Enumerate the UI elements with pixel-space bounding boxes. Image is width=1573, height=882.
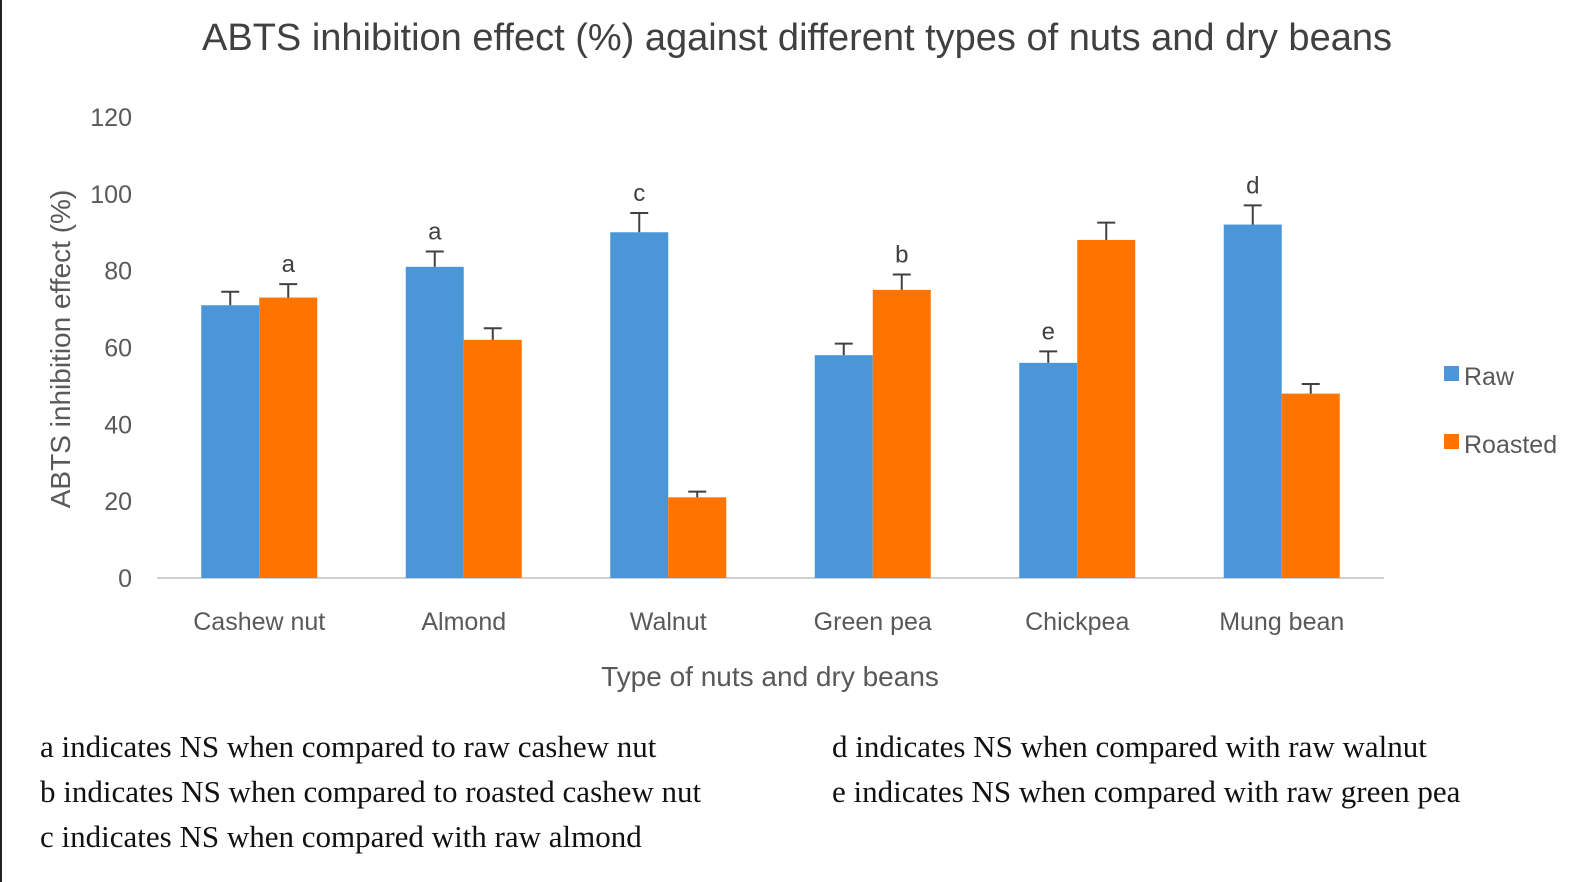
- error-bar-raw-chickpea: [1039, 350, 1058, 363]
- bar-raw-walnut: [610, 232, 669, 578]
- footnote-a: a indicates NS when compared to raw cash…: [40, 729, 657, 764]
- x-tick-label-chickpea: Chickpea: [1025, 608, 1129, 636]
- y-tick-label: 120: [90, 104, 132, 132]
- x-tick-label-mung-bean: Mung bean: [1219, 608, 1344, 636]
- bar-raw-green-pea: [814, 355, 873, 578]
- significance-label-roasted-green-pea: b: [895, 242, 908, 269]
- x-tick-label-walnut: Walnut: [630, 608, 707, 636]
- error-bar-group: [221, 204, 1320, 498]
- error-bar-roasted-walnut: [688, 490, 707, 498]
- error-bar-raw-walnut: [630, 212, 649, 233]
- bar-roasted-green-pea: [872, 289, 931, 578]
- significance-label-raw-almond: a: [428, 218, 442, 245]
- y-axis-ticks: 0 20 40 60 80 100 120: [90, 104, 132, 593]
- bar-raw-cashew-nut: [201, 305, 260, 578]
- error-bar-raw-mung-bean: [1243, 204, 1262, 225]
- error-bar-roasted-mung-bean: [1301, 382, 1320, 394]
- bar-raw-chickpea: [1019, 362, 1078, 578]
- significance-label-raw-walnut: c: [633, 180, 645, 207]
- bar-roasted-almond: [463, 339, 522, 578]
- footnote-c: c indicates NS when compared with raw al…: [40, 819, 642, 854]
- footnotes: a indicates NS when compared to raw cash…: [40, 724, 1560, 874]
- bar-raw-mung-bean: [1223, 224, 1282, 579]
- error-bar-roasted-chickpea: [1097, 221, 1116, 240]
- error-bar-roasted-green-pea: [892, 273, 911, 290]
- bar-roasted-walnut: [668, 497, 727, 578]
- x-tick-label-green-pea: Green pea: [814, 608, 932, 636]
- error-bar-roasted-cashew-nut: [279, 283, 298, 298]
- footnote-d: d indicates NS when compared with raw wa…: [832, 729, 1427, 764]
- legend-swatch-raw: [1444, 366, 1459, 381]
- chart-title: ABTS inhibition effect (%) against diffe…: [202, 17, 1392, 59]
- legend-swatch-roasted: [1444, 434, 1459, 449]
- footnotes-left-column: a indicates NS when compared to raw cash…: [40, 724, 820, 859]
- bar-roasted-mung-bean: [1281, 393, 1340, 578]
- significance-label-roasted-cashew-nut: a: [282, 251, 296, 278]
- error-bar-raw-almond: [425, 250, 444, 267]
- x-axis-title: Type of nuts and dry beans: [601, 661, 939, 692]
- significance-label-raw-mung-bean: d: [1246, 172, 1259, 199]
- bar-series-group: [201, 224, 1340, 579]
- y-tick-label: 80: [104, 258, 132, 286]
- error-bar-raw-cashew-nut: [221, 290, 240, 306]
- footnote-b: b indicates NS when compared to roasted …: [40, 774, 702, 809]
- x-tick-label-almond: Almond: [421, 608, 506, 636]
- chart-canvas: ABTS inhibition effect (%) against diffe…: [45, 17, 1557, 692]
- y-tick-label: 20: [104, 488, 132, 516]
- legend-label-raw: Raw: [1464, 363, 1515, 391]
- x-axis-ticks: Cashew nut Almond Walnut Green pea Chickpea M…: [193, 608, 1344, 636]
- legend: Raw Roasted: [1444, 363, 1557, 459]
- error-bar-roasted-almond: [483, 327, 502, 340]
- y-tick-label: 100: [90, 181, 132, 209]
- error-bar-raw-green-pea: [834, 342, 853, 356]
- y-axis-title: ABTS inhibition effect (%): [45, 190, 76, 509]
- y-tick-label: 40: [104, 411, 132, 439]
- bar-roasted-chickpea: [1077, 239, 1136, 578]
- footnote-e: e indicates NS when compared with raw gr…: [832, 774, 1461, 809]
- footnotes-right-column: d indicates NS when compared with raw wa…: [832, 724, 1552, 814]
- bar-roasted-cashew-nut: [259, 297, 318, 578]
- significance-label-group: a a c b e d: [282, 172, 1260, 345]
- x-tick-label-cashew-nut: Cashew nut: [193, 608, 325, 636]
- legend-label-roasted: Roasted: [1464, 431, 1557, 459]
- significance-label-raw-chickpea: e: [1042, 318, 1055, 345]
- y-tick-label: 0: [118, 565, 132, 593]
- y-tick-label: 60: [104, 335, 132, 363]
- bar-raw-almond: [405, 266, 464, 578]
